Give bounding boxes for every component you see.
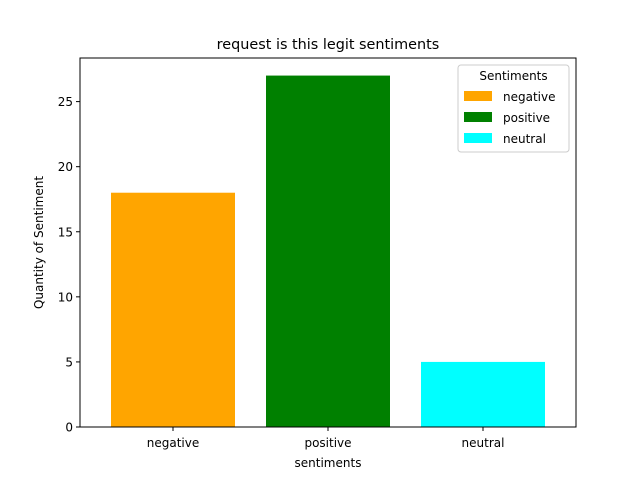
x-tick-label: positive [304,436,351,450]
x-tick-label: negative [147,436,199,450]
y-tick-label: 0 [65,421,73,435]
legend-swatch-positive [464,112,492,122]
y-tick-label: 5 [65,355,73,369]
legend-swatch-neutral [464,133,492,143]
legend-label-neutral: neutral [503,132,546,146]
y-tick-label: 15 [58,225,73,239]
bar-positive [266,75,390,428]
y-axis: 0 5 10 15 20 25 [58,95,80,435]
legend: Sentiments negative positive neutral [457,64,570,153]
y-tick-label: 10 [58,290,73,304]
y-tick-label: 25 [58,95,73,109]
legend-title: Sentiments [479,69,547,83]
bar-neutral [421,361,545,427]
x-axis-label: sentiments [295,456,362,470]
x-axis: negative positive neutral [147,427,505,450]
legend-swatch-negative [464,91,492,101]
bar-negative [111,192,235,427]
y-tick-label: 20 [58,160,73,174]
chart-title: request is this legit sentiments [217,37,440,53]
legend-frame [457,64,570,153]
legend-label-positive: positive [503,111,550,125]
bars-layer [111,75,545,428]
legend-label-negative: negative [503,90,555,104]
y-axis-label: Quantity of Sentiment [32,176,46,309]
x-tick-label: neutral [462,436,505,450]
